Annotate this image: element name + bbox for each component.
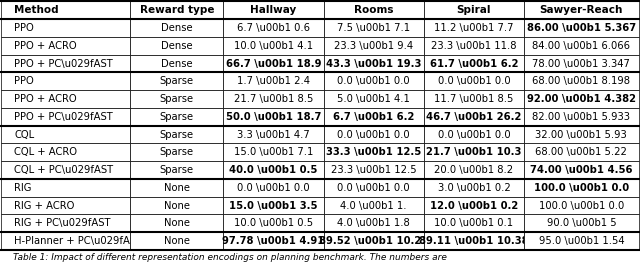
Text: Table 1: Impact of different representation encodings on planning benchmark. The: Table 1: Impact of different representat…	[13, 253, 447, 262]
